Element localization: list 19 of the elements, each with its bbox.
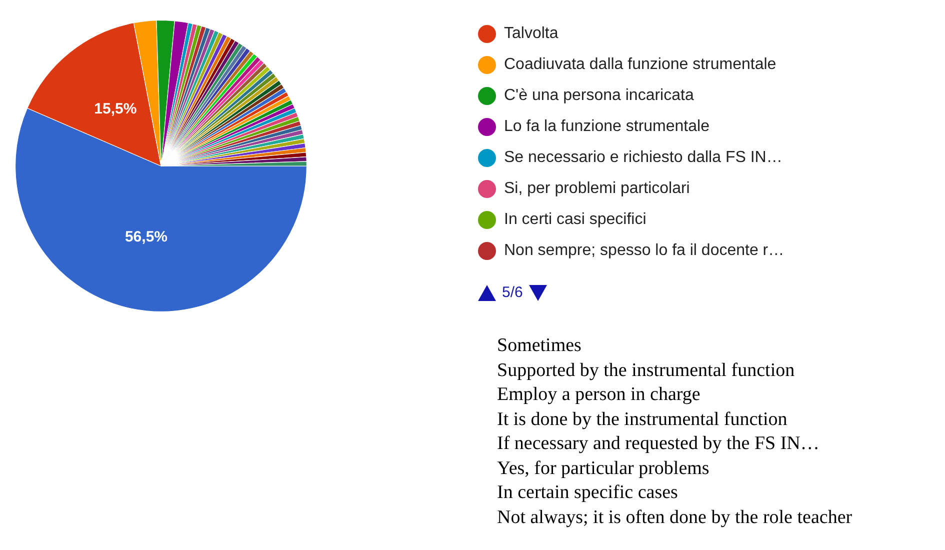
legend-label: Talvolta bbox=[504, 24, 558, 42]
legend-label: C'è una persona incaricata bbox=[504, 86, 694, 104]
data-label: 15,5% bbox=[94, 100, 137, 118]
text: Employ a person in charge bbox=[497, 383, 702, 407]
data-label: 56,5% bbox=[124, 228, 168, 246]
legend-label: Coadiuvata dalla funzione strumentale bbox=[504, 56, 776, 74]
legend-label: Se necessario e richiesto dalla FS IN… bbox=[504, 148, 782, 166]
text: Yes, for particular problems bbox=[497, 456, 710, 480]
text: If necessary and requested by the FS IN… bbox=[497, 432, 820, 456]
legend-label: Lo fa la funzione strumentale bbox=[504, 118, 710, 136]
text: Supported by the instrumental function bbox=[497, 358, 796, 382]
legend-label: Non sempre; spesso lo fa il docente r… bbox=[504, 242, 784, 260]
text: Sometimes bbox=[497, 334, 582, 358]
text: Not always; it is often done by the role teacher bbox=[497, 506, 852, 530]
text: In certain specific cases bbox=[497, 481, 679, 505]
legend-label: In certi casi specifici bbox=[504, 210, 646, 228]
text: 5/6 bbox=[502, 284, 523, 301]
legend-label: Si, per problemi particolari bbox=[504, 180, 690, 198]
text: It is done by the instrumental function bbox=[497, 408, 788, 432]
